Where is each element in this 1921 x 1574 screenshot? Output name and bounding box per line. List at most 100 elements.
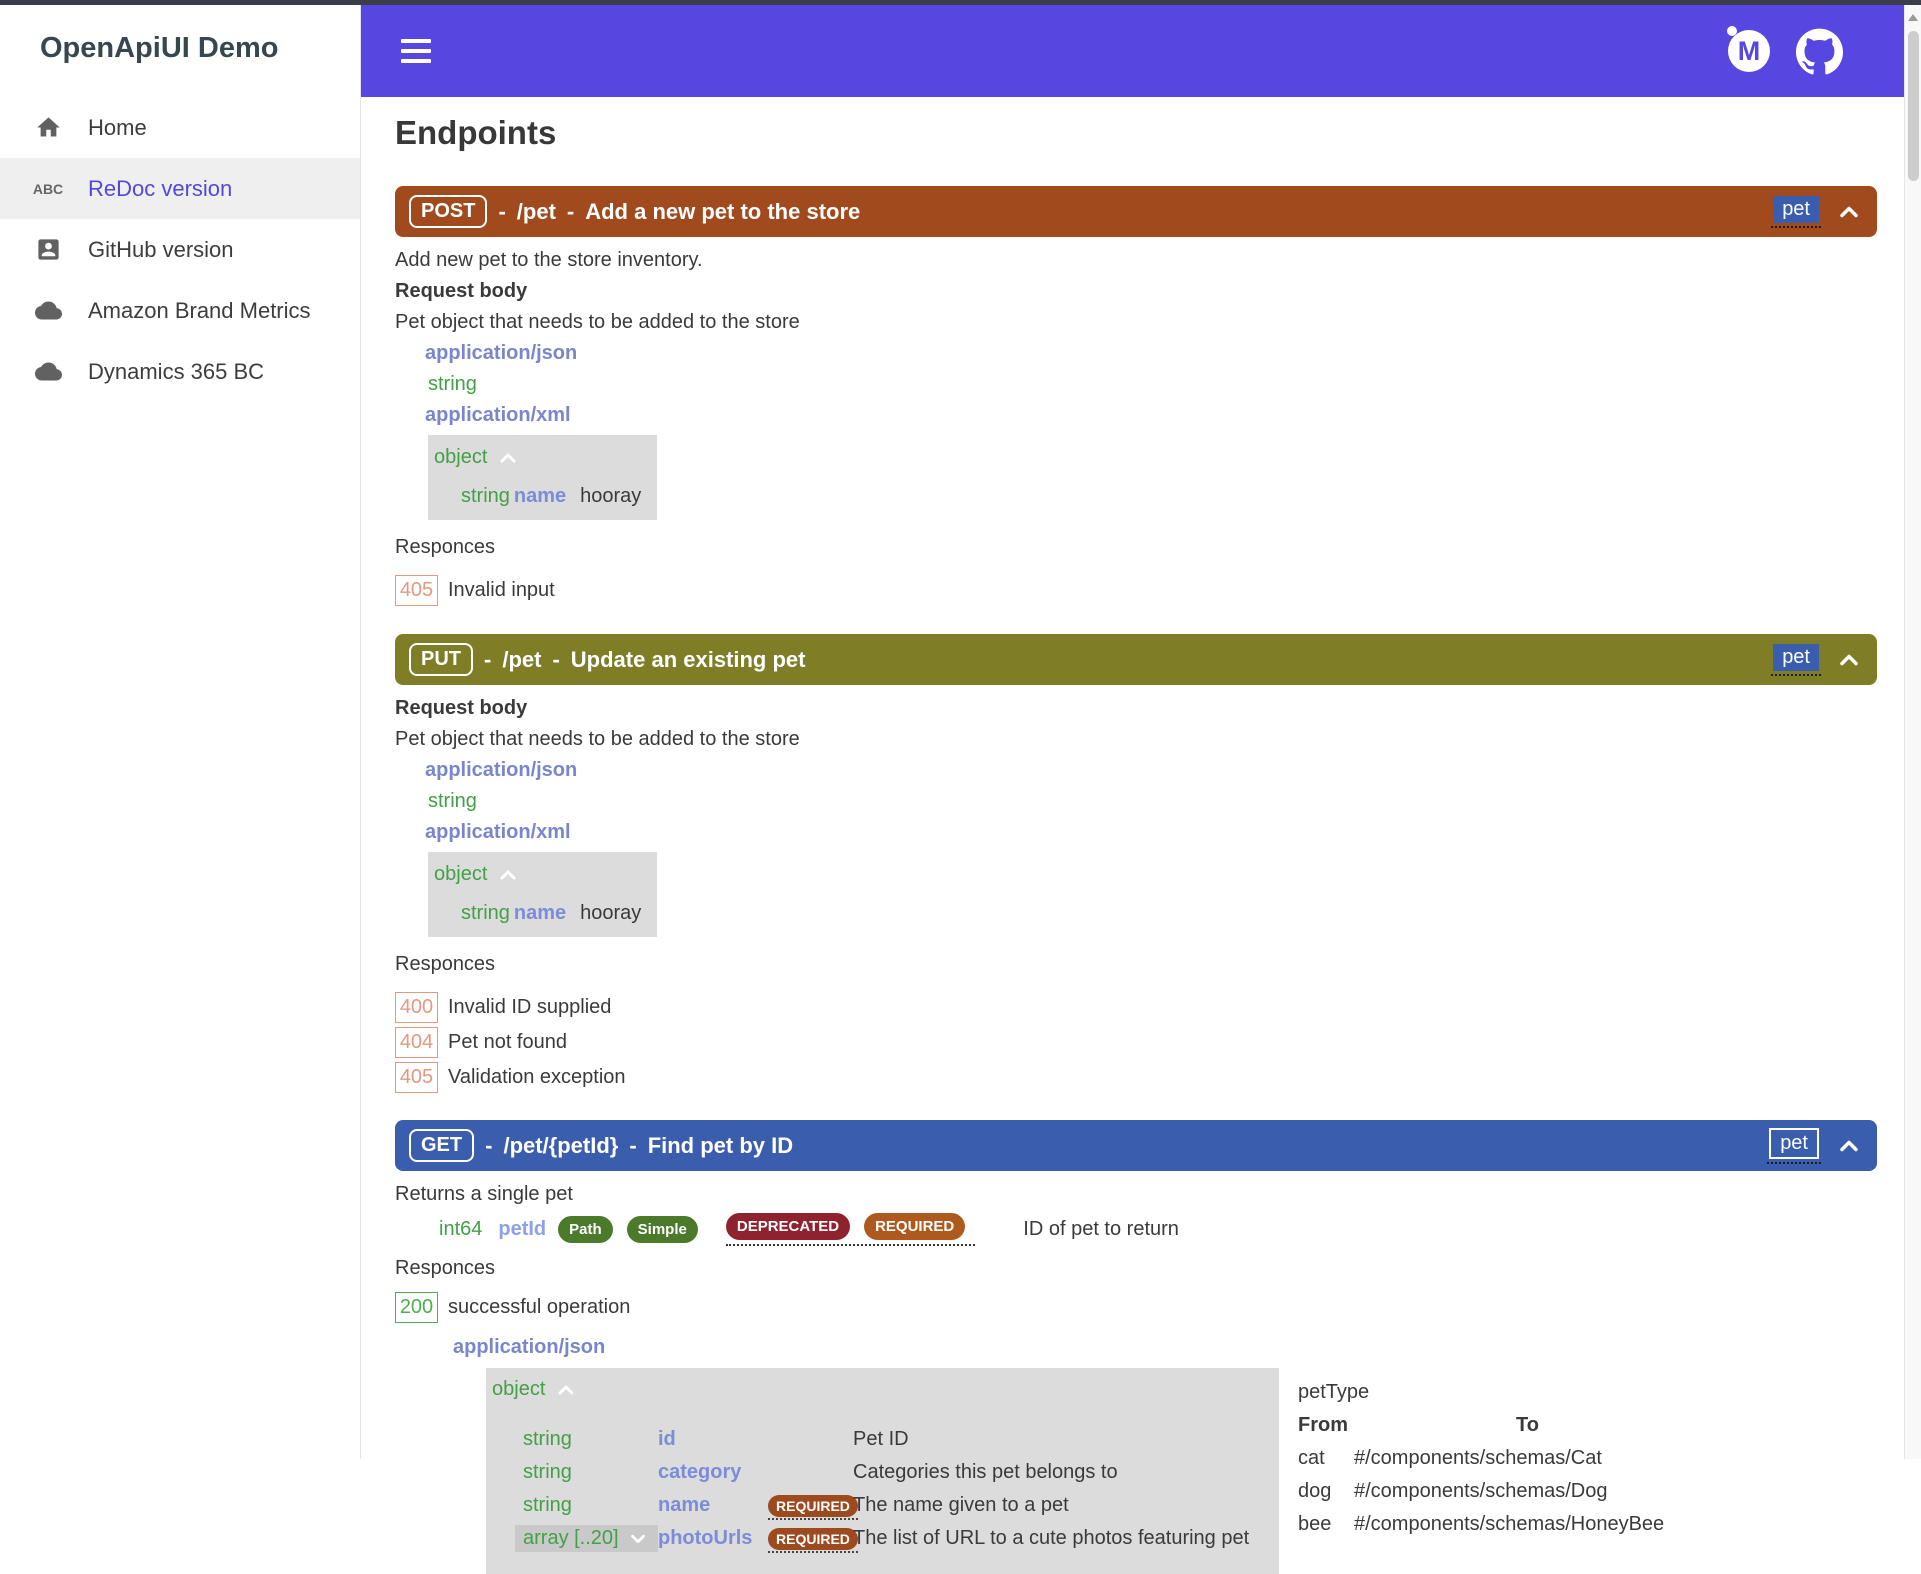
cloud-icon <box>33 358 63 385</box>
sidebar: OpenApiUI Demo Home ABC ReDoc version Gi… <box>0 5 361 1459</box>
media-type-json[interactable]: application/json <box>425 759 578 781</box>
parameter-badges: Path Simple DEPRECATED REQUIRED <box>558 1212 976 1246</box>
parameter-name: petId <box>498 1217 547 1240</box>
mapping-to-schema-link[interactable]: #/components/schemas/HoneyBee <box>1354 1513 1665 1535</box>
field-name: name <box>658 1494 711 1516</box>
collapse-chevron-up-icon[interactable] <box>1835 646 1863 674</box>
endpoint-header-get[interactable]: GET - /pet/{petId} - Find pet by ID pet <box>395 1120 1877 1171</box>
method-badge: PUT <box>409 643 473 676</box>
collapse-chevron-up-icon[interactable] <box>496 863 520 887</box>
account-box-icon <box>33 236 63 263</box>
sidebar-item-label: GitHub version <box>88 236 234 262</box>
sidebar-item-github-version[interactable]: GitHub version <box>0 219 360 280</box>
m-brand-icon[interactable]: M <box>1727 26 1770 72</box>
schema-field-table: string id Pet ID string category Catego <box>492 1423 1279 1555</box>
schema-kind: object <box>434 863 488 885</box>
media-type-json[interactable]: application/json <box>425 342 578 364</box>
sidebar-item-dynamics-365-bc[interactable]: Dynamics 365 BC <box>0 341 360 402</box>
appbar-actions: M <box>1727 26 1843 75</box>
sidebar-item-home[interactable]: Home <box>0 97 360 158</box>
endpoint-summary: Find pet by ID <box>647 1132 794 1158</box>
response-text: Validation exception <box>448 1066 626 1088</box>
schema-box: object string name hooray <box>428 852 657 937</box>
endpoint-description: Returns a single pet <box>395 1183 573 1205</box>
media-type-xml[interactable]: application/xml <box>425 821 571 843</box>
collapse-chevron-up-icon[interactable] <box>1835 1132 1863 1160</box>
schema-object-row: object <box>434 859 657 890</box>
collapse-chevron-up-icon[interactable] <box>496 446 520 470</box>
status-code-badge: 400 <box>395 992 438 1023</box>
response-row: 405 Invalid input <box>395 575 1921 606</box>
badge-required: REQUIRED <box>864 1212 966 1240</box>
endpoint-path: /pet <box>516 198 556 224</box>
endpoint-summary: Add a new pet to the store <box>585 198 861 224</box>
menu-icon[interactable] <box>401 39 431 63</box>
media-type-xml[interactable]: application/xml <box>425 404 571 426</box>
status-code-badge: 405 <box>395 575 438 606</box>
status-code-badge: 405 <box>395 1062 438 1093</box>
collapse-chevron-up-icon[interactable] <box>554 1378 578 1402</box>
endpoint-header-actions: pet <box>1771 195 1863 228</box>
vertical-scrollbar[interactable] <box>1904 5 1921 1459</box>
schema-type: string <box>428 790 477 812</box>
separator: - <box>485 1132 493 1158</box>
table-row: array [..20] photoUrls REQUIRED The list… <box>492 1522 1279 1555</box>
collapse-chevron-up-icon[interactable] <box>1835 198 1863 226</box>
table-row: dog #/components/schemas/Dog <box>1298 1475 1664 1508</box>
table-row: string id Pet ID <box>492 1423 1279 1456</box>
badge-group-deprecated-required: DEPRECATED REQUIRED <box>725 1212 976 1246</box>
field-description: Pet ID <box>853 1428 909 1450</box>
separator: - <box>552 646 560 672</box>
scrollbar-thumb[interactable] <box>1907 31 1919 181</box>
field-type: string <box>461 485 510 507</box>
schema-object-row: object <box>434 442 657 473</box>
response-text: Invalid input <box>448 579 555 601</box>
media-type-json[interactable]: application/json <box>453 1336 606 1358</box>
from-column-header: From <box>1298 1414 1348 1436</box>
response-text: Invalid ID supplied <box>448 996 612 1018</box>
request-body-label: Request body <box>395 280 528 302</box>
endpoint-header-post[interactable]: POST - /pet - Add a new pet to the store… <box>395 186 1877 237</box>
endpoint-header-put[interactable]: PUT - /pet - Update an existing pet pet <box>395 634 1877 685</box>
required-badge: REQUIRED <box>768 1495 858 1517</box>
parameter-description: ID of pet to return <box>1023 1217 1179 1240</box>
app-title: OpenApiUI Demo <box>40 32 279 64</box>
endpoint-header-actions: pet <box>1767 1127 1863 1164</box>
separator: - <box>484 646 492 672</box>
tag-badge-pet[interactable]: pet <box>1769 1127 1819 1159</box>
schema-field-row: string name hooray <box>461 898 657 928</box>
parameter-type: int64 <box>439 1217 483 1240</box>
separator: - <box>498 198 506 224</box>
request-body-description: Pet object that needs to be added to the… <box>395 311 800 333</box>
status-code-badge: 404 <box>395 1027 438 1058</box>
github-icon[interactable] <box>1796 28 1843 75</box>
tag-badge-pet[interactable]: pet <box>1773 644 1819 671</box>
page-title: Endpoints <box>395 114 557 151</box>
tag-wrap: pet <box>1767 1127 1821 1164</box>
schema-box: object string id Pet ID <box>486 1368 1279 1574</box>
endpoint-summary: Update an existing pet <box>570 646 806 672</box>
discriminator-title: petType <box>1298 1381 1370 1403</box>
sidebar-item-label: Home <box>88 114 147 140</box>
scroll-up-arrow-icon[interactable] <box>1908 14 1918 21</box>
content: M Endpoints POST - /pet - Add a new pet … <box>361 5 1921 1574</box>
tag-wrap: pet <box>1771 643 1821 676</box>
table-row: string name REQUIRED The name given to a… <box>492 1489 1279 1522</box>
schema-kind: object <box>492 1378 546 1400</box>
response-row: 405 Validation exception <box>395 1062 1921 1093</box>
response-row: 200 successful operation <box>395 1292 1921 1323</box>
endpoint-put-pet: PUT - /pet - Update an existing pet pet … <box>395 634 1921 1093</box>
badge-deprecated: DEPRECATED <box>725 1212 851 1240</box>
response-row: 400 Invalid ID supplied <box>395 992 1921 1023</box>
tag-badge-pet[interactable]: pet <box>1773 196 1819 223</box>
sidebar-item-amazon-brand-metrics[interactable]: Amazon Brand Metrics <box>0 280 360 341</box>
array-type-expander[interactable]: array [..20] <box>515 1525 658 1552</box>
mapping-to-schema-link[interactable]: #/components/schemas/Dog <box>1354 1480 1608 1502</box>
field-example: hooray <box>580 902 642 924</box>
top-strip <box>0 0 1921 5</box>
responses-label: Responces <box>395 536 496 558</box>
schema-box: object string name hooray <box>428 435 657 520</box>
schema-object-row: object <box>492 1374 1279 1405</box>
request-body-label: Request body <box>395 697 528 719</box>
sidebar-item-redoc-version[interactable]: ABC ReDoc version <box>0 158 360 219</box>
